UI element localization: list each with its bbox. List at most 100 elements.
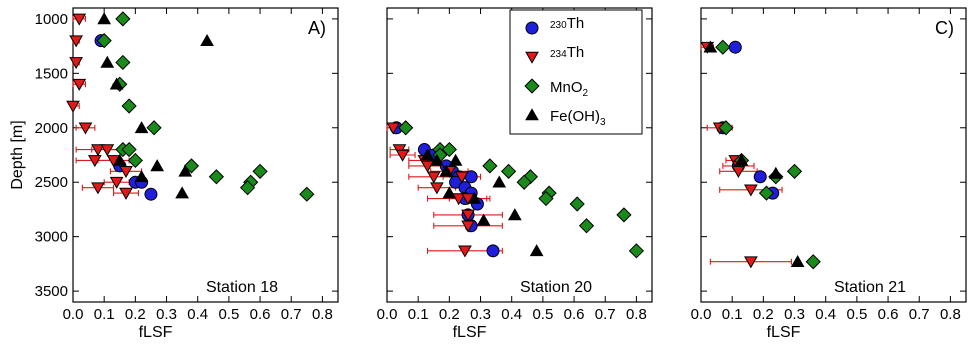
- data-point: [66, 100, 80, 113]
- data-point: [91, 182, 105, 195]
- legend-marker: [525, 108, 539, 121]
- data-point: [628, 243, 645, 259]
- data-point: [96, 33, 112, 49]
- data-point: [482, 158, 498, 174]
- series-markers-4: [97, 12, 214, 199]
- x-tick-label: 0.0: [691, 306, 712, 323]
- data-point: [91, 144, 105, 157]
- data-point: [448, 153, 463, 166]
- data-point: [208, 169, 225, 185]
- data-point: [430, 182, 444, 195]
- x-tick-label: 0.8: [940, 306, 961, 323]
- y-axis-label: Depth [m]: [9, 120, 26, 189]
- data-point: [461, 209, 475, 222]
- data-point: [115, 11, 131, 27]
- data-point: [87, 155, 102, 168]
- data-point: [734, 153, 749, 166]
- data-point: [299, 186, 315, 202]
- data-point: [486, 244, 500, 258]
- data-point: [492, 175, 507, 188]
- x-axis-label: fLSF: [767, 324, 801, 341]
- series-2: [386, 124, 503, 254]
- x-tick-label: 0.8: [312, 306, 333, 323]
- data-point: [467, 191, 482, 204]
- x-tick-label: 0.4: [815, 306, 836, 323]
- series-markers-2: [386, 122, 475, 258]
- y-tick-label: 2000: [35, 120, 68, 137]
- x-tick-label: 0.3: [470, 306, 491, 323]
- station-label: Station 18: [206, 279, 278, 296]
- data-point: [398, 120, 414, 136]
- x-tick-label: 0.3: [784, 306, 805, 323]
- x-tick-label: 0.7: [281, 306, 302, 323]
- data-point: [200, 33, 214, 46]
- data-point: [500, 163, 517, 179]
- series-markers-3: [398, 120, 645, 259]
- data-point: [461, 220, 475, 233]
- y-tick-label: 3500: [35, 283, 68, 300]
- data-point: [715, 39, 731, 55]
- data-point: [805, 254, 821, 270]
- data-point: [112, 153, 127, 166]
- x-tick-label: 0.5: [846, 306, 867, 323]
- legend-label: 230Th: [550, 15, 584, 32]
- data-point: [454, 171, 469, 184]
- data-point: [529, 244, 544, 257]
- data-point: [442, 186, 457, 199]
- x-tick-label: 0.2: [125, 306, 146, 323]
- x-tick-label: 0.6: [564, 306, 585, 323]
- data-point: [121, 98, 137, 114]
- x-tick-label: 0.1: [94, 306, 115, 323]
- x-tick-label: 0.8: [626, 306, 647, 323]
- legend-marker: [524, 78, 540, 94]
- data-point: [790, 255, 805, 268]
- x-tick-label: 0.2: [753, 306, 774, 323]
- data-point: [718, 120, 734, 136]
- data-point: [616, 207, 632, 223]
- data-point: [69, 35, 83, 48]
- x-tick-label: 0.0: [377, 306, 398, 323]
- x-tick-label: 0.1: [408, 306, 429, 323]
- data-point: [146, 120, 162, 136]
- series-markers-3: [96, 11, 315, 202]
- data-point: [175, 186, 189, 199]
- data-point: [72, 13, 87, 26]
- series-2: [700, 44, 792, 265]
- y-tick-label: 2500: [35, 174, 68, 191]
- x-tick-label: 0.0: [63, 306, 84, 323]
- data-point: [578, 218, 595, 234]
- series-markers-3: [715, 39, 821, 270]
- data-point: [439, 164, 454, 177]
- data-point: [119, 166, 133, 179]
- x-tick-label: 0.7: [595, 306, 616, 323]
- data-point: [239, 180, 256, 196]
- station-label: Station 20: [520, 279, 592, 296]
- data-point: [134, 121, 149, 134]
- data-point: [420, 148, 435, 161]
- x-tick-label: 0.5: [532, 306, 553, 323]
- data-point: [768, 166, 783, 179]
- data-point: [516, 174, 532, 190]
- data-point: [144, 187, 158, 201]
- data-point: [744, 256, 758, 269]
- data-point: [97, 12, 112, 25]
- data-point: [178, 164, 193, 177]
- plot-frame: [700, 7, 967, 303]
- x-tick-label: 0.5: [218, 306, 239, 323]
- data-point: [753, 170, 767, 184]
- data-point: [569, 196, 585, 212]
- x-tick-label: 0.4: [187, 306, 208, 323]
- data-point: [115, 54, 131, 71]
- series-markers-4: [703, 40, 805, 268]
- data-point: [744, 184, 758, 197]
- series-markers-4: [420, 148, 544, 257]
- plot-frame: [386, 7, 653, 303]
- data-point: [451, 193, 466, 206]
- data-point: [100, 144, 115, 157]
- x-tick-label: 0.6: [878, 306, 899, 323]
- legend-marker: [525, 51, 539, 64]
- data-point: [507, 208, 522, 221]
- data-point: [69, 57, 83, 70]
- x-tick-label: 0.2: [439, 306, 460, 323]
